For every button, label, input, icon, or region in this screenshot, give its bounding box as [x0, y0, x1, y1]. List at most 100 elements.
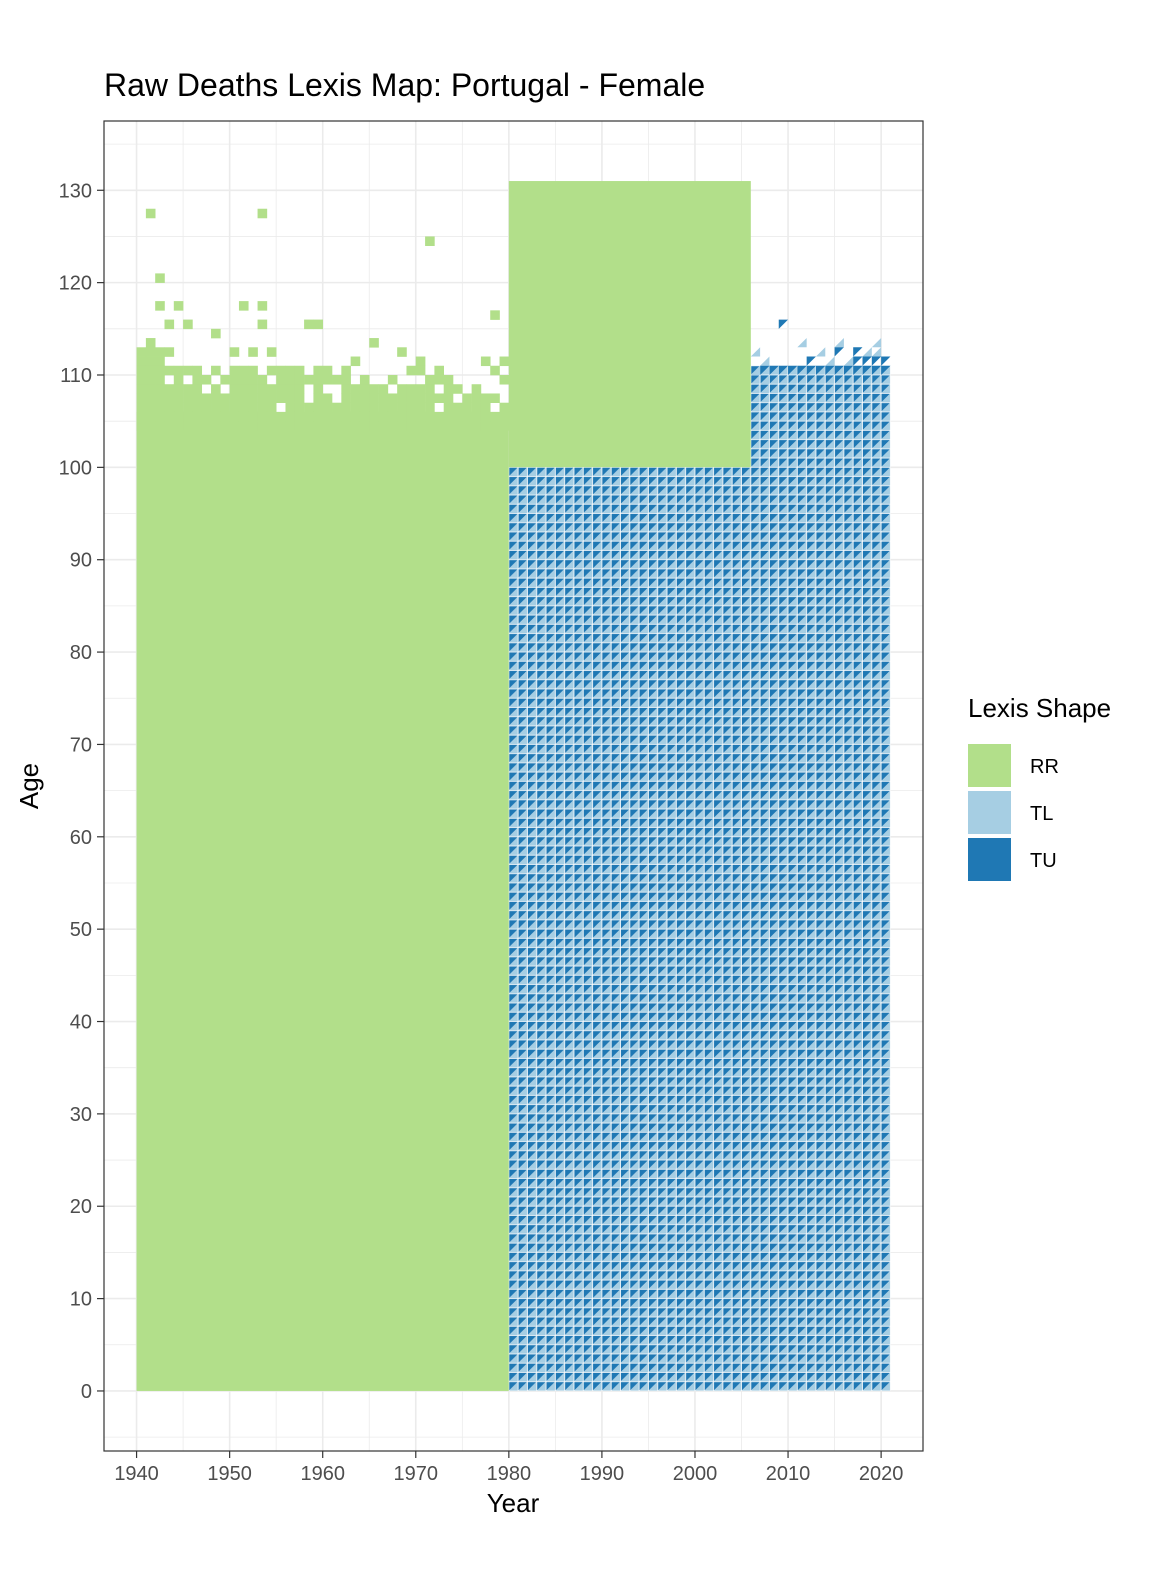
rr-cell	[415, 421, 426, 431]
rr-cell	[257, 374, 268, 385]
rr-cell	[276, 411, 286, 422]
rr-cell	[425, 393, 435, 404]
rr-cell	[387, 393, 398, 404]
rr-cell	[155, 421, 165, 431]
legend-key-tu	[968, 838, 1011, 881]
rr-cell	[266, 384, 277, 394]
rr-cell	[266, 347, 277, 357]
y-tick-label: 90	[70, 550, 92, 572]
rr-cell	[155, 365, 165, 376]
legend-key-tl	[968, 791, 1011, 834]
y-tick-label: 80	[70, 642, 92, 664]
legend-title: Lexis Shape	[968, 693, 1111, 723]
rr-cell	[313, 384, 324, 394]
rr-cell	[406, 402, 417, 413]
rr-cell	[332, 374, 342, 385]
rr-cell	[173, 365, 184, 376]
rr-cell	[136, 356, 147, 367]
rr-cell	[397, 384, 407, 394]
rr-cell	[406, 365, 417, 376]
rr-cell	[350, 421, 361, 431]
rr-cell	[378, 393, 389, 404]
rr-cell	[378, 421, 389, 431]
y-tick-label: 70	[70, 734, 92, 756]
rr-cell	[322, 421, 333, 431]
rr-cell	[453, 384, 463, 394]
rr-cell	[192, 384, 203, 394]
y-tick-label: 20	[70, 1196, 92, 1218]
rr-cell	[155, 374, 165, 385]
rr-cell	[490, 365, 500, 376]
rr-cell	[387, 402, 398, 413]
y-tick-label: 120	[59, 273, 92, 295]
rr-cell	[248, 347, 258, 357]
legend: Lexis Shape RR TL TU	[968, 693, 1111, 881]
rr-cell	[471, 421, 482, 431]
rr-cell	[294, 365, 305, 376]
rr-cell	[415, 365, 426, 376]
rr-cell	[220, 421, 230, 431]
rr-cell	[285, 402, 296, 413]
rr-cell	[183, 402, 193, 413]
tl-triangle	[862, 347, 872, 357]
rr-cell	[480, 411, 491, 422]
rr-cell	[341, 411, 351, 422]
rr-cell	[145, 384, 156, 394]
rr-cell	[341, 365, 351, 376]
x-tick-label: 1980	[487, 1463, 532, 1485]
rr-cell	[173, 393, 184, 404]
y-axis-title: Age	[14, 763, 44, 809]
rr-cell	[238, 384, 249, 394]
rr-cell	[462, 411, 472, 422]
tu-triangle	[760, 365, 770, 375]
y-tick-label: 100	[59, 457, 92, 479]
rr-cell	[183, 411, 193, 422]
rr-cell	[229, 421, 240, 431]
rr-cell	[397, 347, 407, 357]
rr-cell	[490, 411, 500, 422]
y-tick-label: 10	[70, 1289, 92, 1311]
tu-triangle	[871, 356, 882, 366]
rr-cell	[480, 393, 491, 404]
chart-title: Raw Deaths Lexis Map: Portugal - Female	[104, 67, 705, 103]
rr-cell	[173, 301, 184, 311]
rr-cell	[220, 402, 230, 413]
rr-cell	[136, 384, 147, 394]
rr-cell	[378, 384, 389, 394]
y-tick-label: 50	[70, 919, 92, 941]
rr-cell	[164, 365, 175, 376]
rr-cell	[136, 347, 147, 357]
rr-cell	[434, 374, 444, 385]
rr-cell	[462, 402, 472, 413]
legend-label-tl: TL	[1030, 803, 1053, 825]
tu-triangle	[825, 365, 835, 375]
tu-triangle	[778, 365, 789, 375]
rr-cell	[192, 393, 203, 404]
rr-cell	[192, 374, 203, 385]
rr-cell	[499, 356, 510, 367]
rr-cell	[499, 374, 510, 385]
rr-cell	[201, 374, 212, 385]
rr-cell	[397, 421, 407, 431]
rr-cell	[490, 393, 500, 404]
tl-triangle	[760, 356, 770, 366]
rr-cell	[145, 393, 156, 404]
rr-cell	[406, 421, 417, 431]
y-tick-label: 0	[81, 1381, 92, 1403]
tl-triangle	[815, 347, 826, 357]
rr-cell	[192, 411, 203, 422]
rr-cell	[285, 384, 296, 394]
rr-cell	[201, 402, 212, 413]
rr-cell	[266, 402, 277, 413]
rr-region	[508, 181, 751, 468]
rr-cell	[322, 365, 333, 376]
rr-cell	[257, 301, 268, 311]
rr-cell	[136, 421, 147, 431]
rr-cell	[229, 374, 240, 385]
y-tick-label: 110	[60, 365, 92, 387]
rr-cell	[387, 374, 398, 385]
rr-cell	[490, 310, 500, 320]
rr-cell	[425, 374, 435, 385]
rr-cell	[276, 393, 286, 404]
